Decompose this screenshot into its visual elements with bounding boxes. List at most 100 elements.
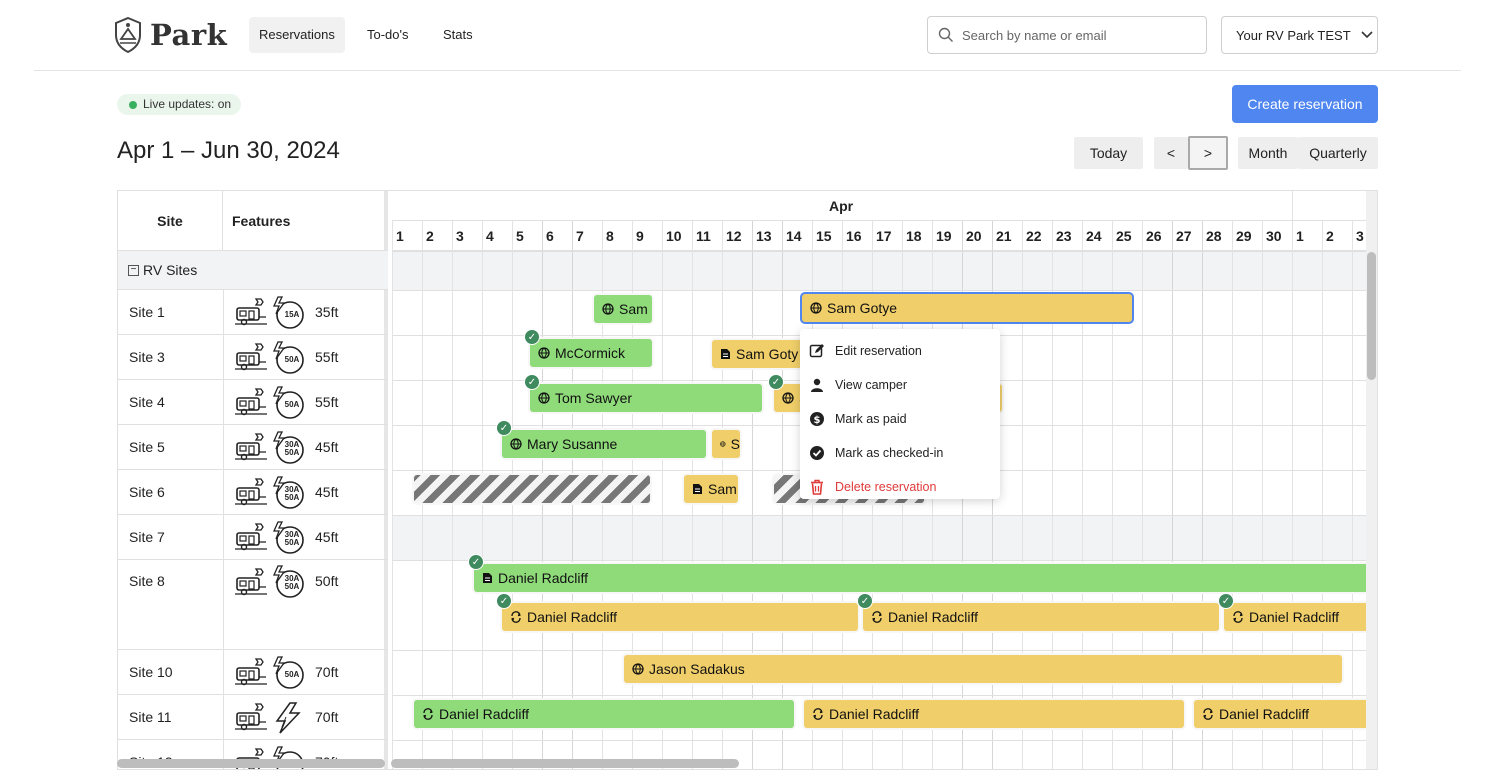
day-header: 13 bbox=[752, 221, 782, 251]
edit-reservation-item[interactable]: Edit reservation bbox=[800, 334, 1000, 368]
quarterly-view-button[interactable]: Quarterly bbox=[1298, 137, 1378, 169]
electric-bolt-icon bbox=[275, 701, 301, 734]
site-row[interactable]: Site 10 50A 70ft bbox=[118, 650, 388, 695]
vertical-scroll-track bbox=[1366, 191, 1377, 769]
site-features: 30A 50A bbox=[234, 475, 305, 509]
row-gridline bbox=[392, 251, 1367, 252]
reservation-bar[interactable]: Daniel Radcliff bbox=[1224, 603, 1367, 631]
day-header: 9 bbox=[632, 221, 662, 251]
site-row[interactable]: Site 1 15A 35ft bbox=[118, 290, 388, 335]
search-input[interactable] bbox=[962, 27, 1192, 43]
mark-checked-in-item[interactable]: Mark as checked-in bbox=[800, 436, 1000, 470]
reservation-bar[interactable]: Daniel Radcliff bbox=[863, 603, 1219, 631]
logo[interactable]: Park bbox=[114, 16, 227, 54]
reservation-bar[interactable]: Sam bbox=[594, 295, 652, 323]
reservation-bar[interactable]: Daniel Radcliff bbox=[1194, 700, 1367, 728]
park-select[interactable]: Your RV Park TEST bbox=[1221, 16, 1378, 54]
park-badge-icon bbox=[115, 17, 141, 53]
blocked-period[interactable] bbox=[414, 475, 650, 503]
site-features: 30A 50A bbox=[234, 430, 305, 464]
checked-in-icon: ✓ bbox=[1218, 593, 1234, 609]
site-length: 45ft bbox=[315, 438, 339, 455]
next-button[interactable]: > bbox=[1188, 136, 1228, 170]
day-header: 14 bbox=[782, 221, 812, 251]
day-gridline bbox=[1022, 221, 1023, 769]
site-length: 45ft bbox=[315, 483, 339, 500]
reservation-bar[interactable]: Sam Gotye bbox=[802, 294, 1132, 322]
reservation-bar[interactable]: Daniel Radcliff bbox=[414, 700, 794, 728]
electric-amp-icon: 15A bbox=[272, 295, 305, 329]
checked-in-icon: ✓ bbox=[524, 329, 540, 345]
day-gridline bbox=[1052, 221, 1053, 769]
tab-todos[interactable]: To-do's bbox=[367, 27, 409, 42]
reservation-bar[interactable]: Daniel Radcliff bbox=[474, 564, 1367, 592]
today-button[interactable]: Today bbox=[1074, 137, 1143, 169]
reservation-bar[interactable]: S bbox=[712, 430, 740, 458]
site-features: 30A 50A bbox=[234, 520, 305, 554]
rv-trailer-icon bbox=[235, 433, 267, 461]
mark-paid-item[interactable]: $ Mark as paid bbox=[800, 402, 1000, 436]
edit-reservation-label: Edit reservation bbox=[835, 344, 922, 358]
site-features: 30A 50A bbox=[234, 565, 305, 598]
prev-button[interactable]: < bbox=[1154, 137, 1188, 169]
features-cell bbox=[223, 695, 224, 739]
site-row[interactable]: Site 5 30A 50A 45ft bbox=[118, 425, 388, 470]
electric-amp-icon: 50A bbox=[272, 340, 305, 374]
checked-in-icon: ✓ bbox=[768, 374, 784, 390]
collapse-icon[interactable]: − bbox=[128, 264, 139, 276]
checked-in-icon: ✓ bbox=[468, 554, 484, 570]
document-icon bbox=[483, 573, 492, 583]
create-reservation-button[interactable]: Create reservation bbox=[1232, 85, 1378, 123]
site-row[interactable]: Site 11 70ft bbox=[118, 695, 388, 740]
reservation-bar[interactable]: McCormick bbox=[530, 339, 652, 367]
vertical-scrollbar[interactable] bbox=[1367, 252, 1376, 380]
checked-in-icon: ✓ bbox=[496, 420, 512, 436]
row-gridline bbox=[392, 560, 1367, 561]
electric-amp-icon: 30A 50A bbox=[272, 430, 305, 464]
site-row[interactable]: Site 4 50A 55ft bbox=[118, 380, 388, 425]
row-shade bbox=[392, 251, 1367, 290]
reservation-name: Sam Gotye bbox=[827, 300, 898, 316]
reservation-bar[interactable]: Sam Goty bbox=[712, 340, 802, 368]
day-gridline bbox=[1172, 221, 1173, 769]
month-view-button[interactable]: Month bbox=[1238, 137, 1298, 169]
reservation-bar[interactable]: Tom Sawyer bbox=[530, 384, 762, 412]
view-camper-label: View camper bbox=[835, 378, 908, 392]
day-header: 15 bbox=[812, 221, 842, 251]
reservation-name: Tom Sawyer bbox=[555, 390, 633, 406]
month-label: Apr bbox=[829, 198, 854, 214]
delete-reservation-item[interactable]: Delete reservation bbox=[800, 470, 1000, 504]
search-icon bbox=[938, 27, 953, 42]
reservation-bar[interactable]: Mary Susanne bbox=[502, 430, 706, 458]
day-header: 19 bbox=[932, 221, 962, 251]
site-list-horizontal-scrollbar[interactable] bbox=[117, 759, 385, 768]
site-features: 50A bbox=[234, 340, 305, 374]
site-row[interactable]: Site 7 30A 50A 45ft bbox=[118, 515, 388, 560]
group-row-rv-sites[interactable]: − RV Sites bbox=[118, 251, 388, 290]
site-row[interactable]: Site 3 50A 55ft bbox=[118, 335, 388, 380]
electric-amp-icon: 30A 50A bbox=[272, 520, 305, 554]
reservation-name: Daniel Radcliff bbox=[1249, 609, 1340, 625]
reservation-bar[interactable]: Daniel Radcliff bbox=[502, 603, 858, 631]
recurring-icon bbox=[511, 611, 521, 623]
day-gridline bbox=[1322, 221, 1323, 769]
search-box[interactable] bbox=[927, 16, 1207, 54]
site-features: 15A bbox=[234, 295, 305, 329]
reservation-bar[interactable]: Jason Sadakus bbox=[624, 655, 1342, 683]
calendar-horizontal-scrollbar[interactable] bbox=[391, 759, 739, 768]
reservation-bar[interactable]: Daniel Radcliff bbox=[804, 700, 1184, 728]
features-cell bbox=[223, 425, 224, 469]
site-column-header: Site bbox=[118, 191, 223, 251]
day-gridline bbox=[1112, 221, 1113, 769]
live-updates-badge: Live updates: on bbox=[117, 94, 242, 115]
site-features: 50A bbox=[234, 385, 305, 419]
tab-reservations[interactable]: Reservations bbox=[249, 17, 345, 53]
tab-stats[interactable]: Stats bbox=[443, 27, 473, 42]
day-header: 2 bbox=[422, 221, 452, 251]
site-row[interactable]: Site 8 30A 50A 50ft bbox=[118, 560, 388, 650]
check-circle-icon bbox=[810, 446, 824, 460]
site-row[interactable]: Site 6 30A 50A 45ft bbox=[118, 470, 388, 515]
live-updates-label: Live updates: on bbox=[143, 97, 232, 111]
reservation-bar[interactable]: Sam bbox=[684, 475, 738, 503]
view-camper-item[interactable]: View camper bbox=[800, 368, 1000, 402]
